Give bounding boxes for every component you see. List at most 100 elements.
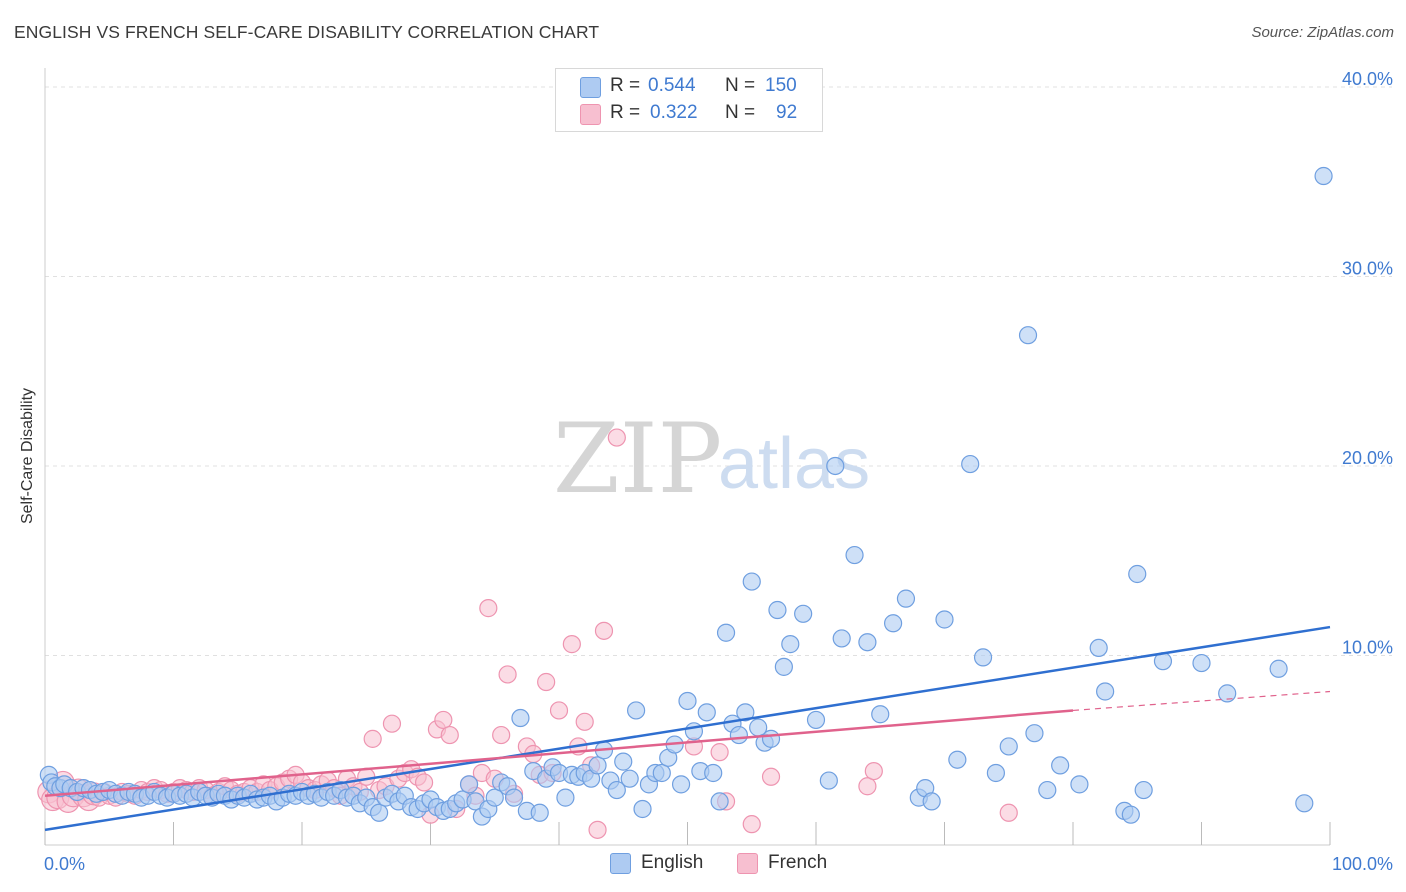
- legend-english-r-value: 0.544: [648, 75, 696, 96]
- english-point: [1096, 682, 1115, 701]
- english-point: [973, 648, 993, 667]
- french-point: [575, 712, 594, 731]
- english-point: [922, 792, 941, 811]
- english-point: [761, 729, 781, 748]
- legend-french-n-value: 92: [776, 102, 798, 123]
- english-point: [832, 629, 851, 648]
- english-point: [370, 803, 389, 822]
- bottom-legend-swatch-french: [737, 853, 758, 874]
- english-point: [999, 737, 1018, 756]
- french-point: [414, 773, 434, 792]
- english-point: [607, 780, 626, 800]
- english-point: [459, 775, 479, 794]
- french-point: [537, 672, 556, 692]
- english-point: [1051, 756, 1070, 775]
- english-point: [774, 657, 793, 676]
- english-point: [961, 454, 980, 474]
- english-point: [742, 572, 761, 591]
- english-point: [1121, 805, 1140, 824]
- english-point: [768, 600, 787, 620]
- english-point: [1314, 166, 1333, 186]
- french-point: [999, 803, 1018, 822]
- y-tick-label: 30.0%: [1342, 258, 1393, 278]
- legend: R = 0.544 N = 150 R = 0.322 N = 92: [555, 68, 823, 132]
- french-point: [382, 714, 402, 733]
- english-point: [986, 763, 1006, 783]
- french-point: [562, 635, 581, 654]
- french-point: [363, 729, 382, 748]
- english-point: [845, 545, 864, 565]
- bottom-legend-swatch-english: [610, 853, 631, 874]
- french-point: [864, 761, 883, 781]
- english-point: [556, 788, 575, 807]
- french-point: [761, 767, 781, 786]
- english-point: [729, 725, 749, 745]
- french-point: [607, 428, 626, 447]
- english-point: [781, 635, 800, 654]
- english-point: [819, 771, 838, 790]
- french-point: [549, 701, 569, 720]
- english-point: [1070, 775, 1089, 794]
- french-point: [710, 743, 729, 762]
- english-point: [826, 456, 845, 476]
- legend-french-r-label: R =: [610, 102, 641, 123]
- english-point: [896, 589, 916, 608]
- legend-french-n-label: N =: [725, 102, 756, 123]
- y-tick-label: 40.0%: [1342, 69, 1393, 89]
- english-point: [504, 788, 524, 807]
- english-point: [883, 614, 903, 633]
- english-point: [485, 788, 504, 807]
- english-point: [871, 705, 890, 724]
- watermark: ZIP atlas: [553, 403, 870, 515]
- english-point: [511, 708, 530, 728]
- french-point: [594, 621, 614, 640]
- x-tick-label: 100.0%: [1332, 854, 1393, 874]
- source-label: Source: ZipAtlas.com: [1251, 24, 1394, 41]
- english-point: [626, 701, 646, 720]
- english-point: [620, 769, 639, 788]
- english-point: [935, 610, 954, 629]
- english-point: [530, 803, 549, 822]
- legend-english-r-label: R =: [610, 75, 641, 96]
- english-point: [710, 792, 729, 811]
- english-point: [1269, 659, 1288, 678]
- english-point: [588, 756, 607, 775]
- english-trend-line: [44, 625, 1331, 832]
- english-point: [1089, 638, 1108, 658]
- legend-french-r-value: 0.322: [650, 102, 698, 123]
- french-trend-extension: [1072, 690, 1331, 712]
- bottom-legend-label-english: English: [641, 852, 704, 873]
- y-tick-label: 20.0%: [1342, 448, 1393, 468]
- french-point: [858, 777, 877, 796]
- english-points: [39, 166, 1333, 826]
- french-point: [498, 665, 517, 684]
- english-point: [948, 750, 967, 769]
- english-point: [614, 752, 633, 771]
- english-point: [1192, 653, 1211, 673]
- english-point: [858, 633, 877, 652]
- legend-swatch-french: [580, 104, 601, 125]
- bottom-legend-label-french: French: [768, 852, 828, 873]
- english-point: [678, 691, 697, 711]
- chart-title: ENGLISH VS FRENCH SELF-CARE DISABILITY C…: [14, 22, 600, 42]
- axes: [44, 68, 1331, 846]
- watermark-zip: ZIP: [553, 403, 722, 515]
- french-trend-line: [44, 709, 1074, 797]
- grid-lines: [45, 86, 1392, 656]
- tick-labels: 10.0% 20.0% 30.0% 40.0% 0.0% 100.0%: [44, 69, 1393, 874]
- french-point: [357, 767, 376, 786]
- english-point: [716, 623, 736, 642]
- english-point: [806, 710, 826, 730]
- english-point: [1128, 564, 1147, 584]
- english-point: [697, 703, 716, 722]
- y-tick-label: 10.0%: [1342, 637, 1393, 657]
- x-tick-label: 0.0%: [44, 854, 85, 874]
- legend-swatch-english: [580, 77, 601, 98]
- french-point: [440, 725, 459, 745]
- watermark-atlas: atlas: [718, 424, 870, 504]
- trend-lines: [44, 625, 1331, 832]
- english-point: [1025, 724, 1044, 743]
- english-point: [671, 775, 691, 794]
- french-point: [588, 820, 607, 839]
